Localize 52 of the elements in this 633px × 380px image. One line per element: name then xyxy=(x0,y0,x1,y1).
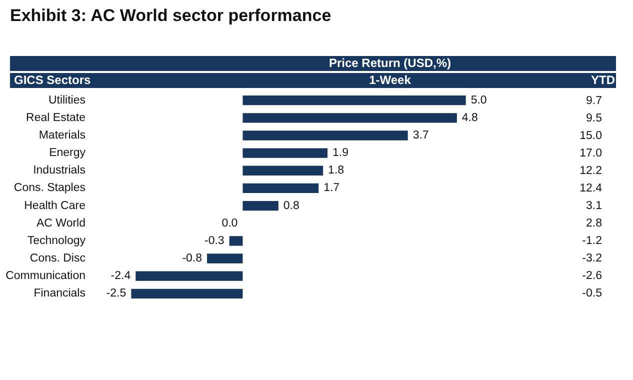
y-tick-label: Utilities xyxy=(48,94,86,106)
bar xyxy=(136,271,243,281)
data-label: 5.0 xyxy=(470,94,487,106)
chart-subtitle: Price Return (USD,%) xyxy=(328,56,452,71)
data-label: -0.3 xyxy=(204,234,224,247)
data-label: 3.7 xyxy=(412,129,429,142)
data-label: -2.4 xyxy=(110,270,132,282)
text: YTD xyxy=(590,73,615,88)
data-label: 0.8 xyxy=(283,200,300,212)
data-label: 1.8 xyxy=(328,164,344,177)
data-label: 12.2 xyxy=(580,164,602,177)
bar xyxy=(242,200,278,211)
data-label: -3.2 xyxy=(582,252,602,264)
bar xyxy=(242,183,319,194)
y-tick-label: Financials xyxy=(34,288,86,300)
y-tick-label: Industrials xyxy=(33,164,86,177)
y-tick-label: Materials xyxy=(38,129,86,142)
data-label: -1.2 xyxy=(582,234,602,247)
bar xyxy=(229,236,243,246)
data-label: 4.8 xyxy=(462,112,478,124)
data-label: 15.0 xyxy=(580,130,602,142)
bar xyxy=(242,130,408,140)
data-label: 1.7 xyxy=(324,182,340,194)
bar xyxy=(207,254,243,264)
bar xyxy=(242,113,457,123)
data-label: -0.5 xyxy=(582,287,602,300)
y-tick-label: Energy xyxy=(49,147,86,160)
y-tick-label: Technology xyxy=(27,234,86,247)
data-label: 9.5 xyxy=(586,112,602,124)
chart-title: Exhibit 3: AC World sector performance xyxy=(10,6,332,26)
bar xyxy=(131,288,243,298)
bar xyxy=(242,148,328,158)
y-tick-label: Real Estate xyxy=(26,112,86,124)
data-label: 12.4 xyxy=(580,182,603,194)
y-tick-label: Health Care xyxy=(24,200,86,212)
data-label: 2.8 xyxy=(586,217,602,230)
data-label: 1.9 xyxy=(332,147,349,160)
y-tick-label: Cons. Staples xyxy=(14,182,86,194)
bar xyxy=(242,96,466,106)
bar xyxy=(242,166,324,176)
y-axis-title: GICS Sectors xyxy=(14,73,91,88)
y-tick-label: AC World xyxy=(36,217,86,230)
data-label: -2.6 xyxy=(582,270,602,282)
y-tick-label: Communication xyxy=(6,270,86,282)
x-axis-title: 1-Week xyxy=(368,73,412,88)
data-label: 17.0 xyxy=(580,147,602,160)
data-label: -0.8 xyxy=(182,252,202,265)
y-tick-label: Cons. Disc xyxy=(30,252,86,265)
data-label: -2.5 xyxy=(106,288,126,300)
data-label: 0.0 xyxy=(222,217,238,230)
data-label: 3.1 xyxy=(586,200,602,212)
data-label: 9.7 xyxy=(586,94,602,107)
